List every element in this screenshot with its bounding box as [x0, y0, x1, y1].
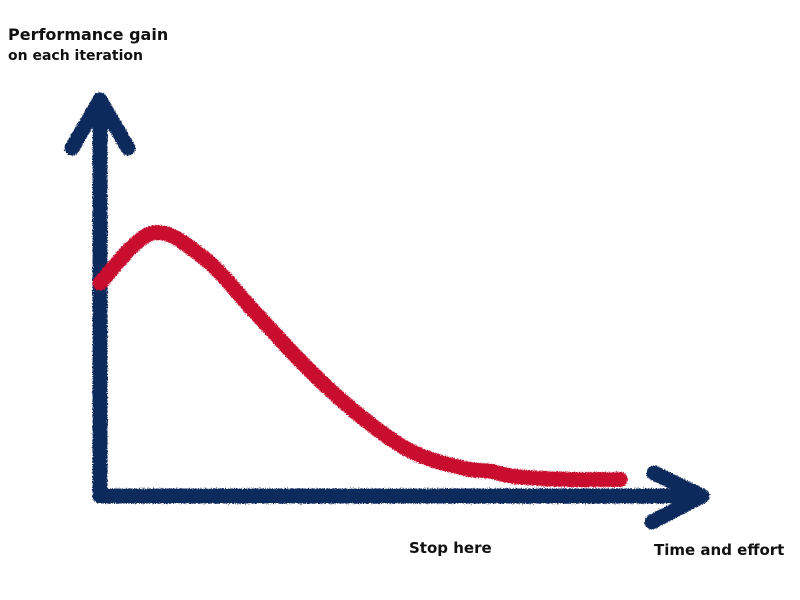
x-axis-label: Time and effort — [654, 541, 785, 559]
y-axis-arrowhead — [64, 92, 136, 156]
x-axis-arrowhead — [644, 465, 710, 530]
performance-curve — [92, 225, 628, 488]
y-axis-label-line-2: on each iteration — [8, 48, 143, 64]
y-axis-label: Performance gain — [8, 25, 169, 44]
stop-here-label: Stop here — [409, 539, 492, 557]
